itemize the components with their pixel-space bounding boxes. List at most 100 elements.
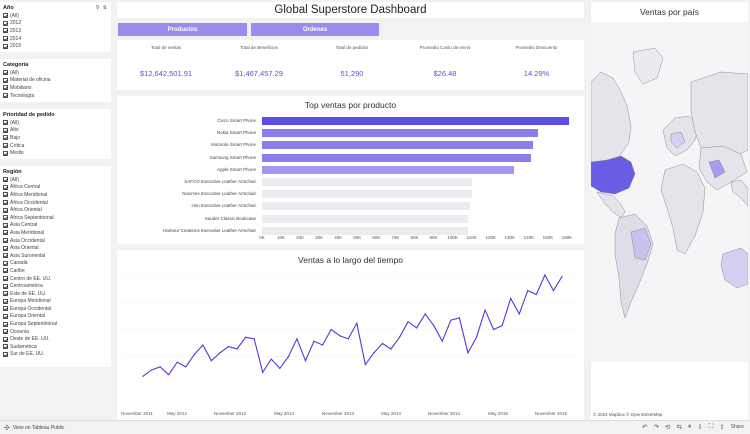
line-point[interactable] [219, 352, 221, 354]
bar[interactable] [262, 190, 472, 199]
line-point[interactable] [287, 356, 289, 358]
line-point[interactable] [433, 325, 435, 327]
line-point[interactable] [159, 366, 161, 368]
filter-option[interactable]: África Central [3, 184, 108, 192]
checkbox-checked-icon[interactable] [3, 200, 8, 206]
line-point[interactable] [458, 317, 460, 319]
fullscreen-icon[interactable]: ⛶ [708, 423, 714, 430]
checkbox-checked-icon[interactable] [3, 150, 8, 156]
line-point[interactable] [484, 309, 486, 311]
checkbox-checked-icon[interactable] [3, 238, 8, 244]
line-point[interactable] [364, 363, 366, 366]
filter-option[interactable]: Sur de EE. UU. [3, 351, 108, 359]
checkbox-checked-icon[interactable] [3, 351, 8, 357]
checkbox-checked-icon[interactable] [3, 36, 8, 42]
checkbox-checked-icon[interactable] [3, 207, 8, 213]
checkbox-checked-icon[interactable] [3, 215, 8, 221]
line-point[interactable] [236, 348, 238, 350]
checkbox-checked-icon[interactable] [3, 344, 8, 350]
filter-option[interactable]: Asia Occidental [3, 237, 108, 245]
bar[interactable] [262, 202, 470, 211]
checkbox-checked-icon[interactable] [3, 283, 8, 289]
bar[interactable] [262, 129, 539, 138]
line-point[interactable] [356, 322, 358, 324]
checkbox-checked-icon[interactable] [3, 192, 8, 198]
line-point[interactable] [561, 275, 563, 278]
checkbox-checked-icon[interactable] [3, 253, 8, 259]
checkbox-checked-icon[interactable] [3, 93, 8, 99]
line-point[interactable] [210, 360, 213, 362]
line-point[interactable] [552, 289, 555, 292]
checkbox-checked-icon[interactable] [3, 313, 8, 319]
line-point[interactable] [492, 328, 495, 331]
line-point[interactable] [381, 342, 384, 345]
filter-option[interactable]: Oeste de EE. UU. [3, 335, 108, 343]
line-point[interactable] [424, 313, 426, 315]
filter-option[interactable]: Asia Oriental [3, 244, 108, 252]
filter-option[interactable]: Bajo [3, 134, 108, 142]
filter-option[interactable]: (All) [3, 69, 108, 77]
map-attribution[interactable]: © 2024 Mapbox © OpenStreetMap [593, 412, 663, 417]
filter-option[interactable]: 2014 [3, 35, 108, 43]
undo-icon[interactable]: ↶ [642, 424, 648, 431]
refresh-icon[interactable]: ⇆ [676, 424, 682, 431]
filter-option[interactable]: (All) [3, 176, 108, 184]
products-button[interactable]: Productos [118, 23, 247, 36]
checkbox-checked-icon[interactable] [3, 245, 8, 251]
checkbox-checked-icon[interactable] [3, 28, 8, 34]
line-point[interactable] [168, 374, 170, 376]
checkbox-checked-icon[interactable] [3, 20, 8, 26]
line-point[interactable] [450, 319, 452, 321]
line-point[interactable] [176, 361, 178, 363]
filter-option[interactable]: Asia Meridional [3, 229, 108, 237]
checkbox-checked-icon[interactable] [3, 177, 8, 183]
checkbox-checked-icon[interactable] [3, 276, 8, 282]
filter-option[interactable]: Asia Suroriental [3, 252, 108, 260]
line-point[interactable] [475, 336, 478, 338]
checkbox-checked-icon[interactable] [3, 336, 8, 342]
checkbox-checked-icon[interactable] [3, 135, 8, 141]
line-point[interactable] [150, 369, 153, 371]
line-point[interactable] [518, 313, 520, 315]
checkbox-checked-icon[interactable] [3, 120, 8, 126]
filter-option[interactable]: Crítica [3, 142, 108, 150]
filter-option[interactable]: (All) [3, 12, 108, 20]
line-point[interactable] [467, 352, 469, 354]
line-point[interactable] [262, 371, 264, 373]
checkbox-checked-icon[interactable] [3, 260, 8, 266]
line-point[interactable] [373, 352, 375, 354]
bar[interactable] [262, 117, 569, 125]
bar[interactable] [262, 165, 514, 174]
line-point[interactable] [185, 366, 187, 368]
line-point[interactable] [441, 340, 443, 342]
line-point[interactable] [245, 336, 247, 338]
pause-icon[interactable]: ⏸ [687, 423, 692, 430]
filter-option[interactable]: Tecnología [3, 92, 108, 100]
filter-option[interactable]: Material de oficina [3, 77, 108, 85]
filter-option[interactable]: 2015 [3, 42, 108, 50]
filter-option[interactable]: Asia Central [3, 222, 108, 230]
redo-icon[interactable]: ↷ [653, 424, 660, 431]
line-point[interactable] [296, 338, 298, 340]
checkbox-checked-icon[interactable] [3, 268, 8, 274]
line-point[interactable] [398, 336, 401, 338]
bar[interactable] [262, 214, 468, 223]
checkbox-checked-icon[interactable] [3, 329, 8, 335]
world-map[interactable] [591, 22, 748, 362]
line-point[interactable] [510, 297, 512, 299]
line-point[interactable] [253, 338, 255, 340]
filter-option[interactable]: Este de EE. UU. [3, 290, 108, 298]
checkbox-checked-icon[interactable] [3, 43, 8, 49]
line-point[interactable] [416, 327, 418, 329]
filter-option[interactable]: Centro de EE. UU. [3, 275, 108, 283]
checkbox-checked-icon[interactable] [3, 291, 8, 297]
line-point[interactable] [142, 375, 144, 377]
filter-option[interactable]: Europa Occidental [3, 305, 108, 313]
line-point[interactable] [535, 293, 537, 296]
checkbox-checked-icon[interactable] [3, 230, 8, 236]
filter-option[interactable]: Medio [3, 149, 108, 157]
line-point[interactable] [527, 289, 529, 292]
filter-option[interactable]: Oceanía [3, 328, 108, 336]
filter-option[interactable]: 2013 [3, 27, 108, 35]
filter-option[interactable]: Europa Meridional [3, 298, 108, 306]
